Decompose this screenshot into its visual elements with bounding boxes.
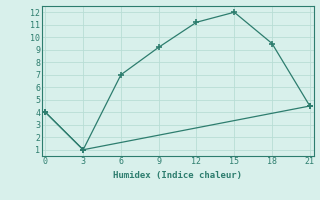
- X-axis label: Humidex (Indice chaleur): Humidex (Indice chaleur): [113, 171, 242, 180]
